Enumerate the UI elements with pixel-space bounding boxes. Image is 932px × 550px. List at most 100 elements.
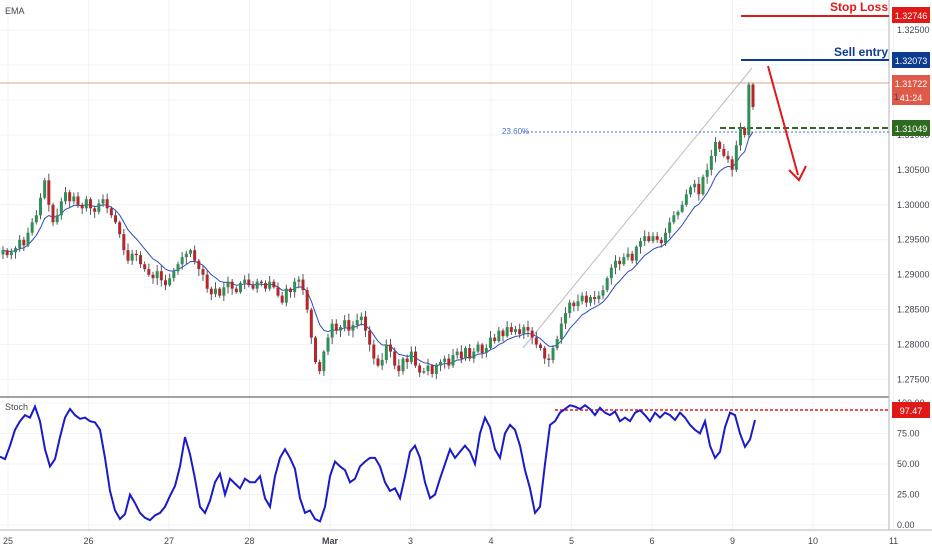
candle — [618, 256, 622, 271]
candle — [543, 345, 547, 365]
candle — [305, 287, 309, 314]
candle-body — [555, 338, 559, 349]
candle — [264, 280, 267, 292]
candle — [689, 185, 692, 198]
candle — [184, 250, 188, 264]
candle-body — [201, 269, 205, 275]
candle-body — [293, 281, 297, 293]
candle — [409, 346, 413, 365]
candle-body — [422, 371, 426, 373]
candle-body — [409, 351, 413, 363]
fib-level-label: 23.60% — [502, 127, 529, 136]
candle — [97, 199, 101, 215]
candle-body — [205, 274, 209, 289]
candle-body — [501, 330, 505, 337]
candle — [193, 245, 197, 265]
candle — [476, 341, 480, 354]
candle-body — [284, 288, 288, 303]
candle — [272, 279, 276, 289]
candle — [326, 333, 330, 356]
candle — [443, 355, 447, 369]
candle — [347, 313, 351, 336]
candle-body — [426, 365, 430, 372]
candle — [276, 282, 280, 298]
candle-body — [280, 295, 284, 303]
candle-body — [30, 222, 34, 233]
candle-body — [751, 84, 755, 107]
candle-body — [609, 267, 613, 279]
candle — [201, 265, 205, 281]
candle — [343, 315, 347, 332]
candle-body — [309, 309, 313, 338]
candle — [530, 327, 534, 345]
candle — [259, 279, 263, 287]
time-axis[interactable]: 25 26 27 28 Mar 3 4 5 6 9 10 11 — [3, 536, 898, 546]
candle-body — [168, 278, 172, 286]
candle — [459, 345, 463, 364]
candle-body — [180, 257, 184, 265]
candle-body — [680, 204, 684, 212]
candle-body — [297, 279, 301, 282]
candle — [84, 195, 88, 212]
candle-body — [497, 330, 501, 342]
candle — [239, 281, 242, 294]
candle — [64, 187, 67, 205]
candle — [151, 271, 155, 284]
countdown-timer: 41:24 — [900, 93, 923, 103]
candle — [255, 278, 259, 293]
candle — [630, 250, 634, 264]
candle — [89, 197, 92, 215]
candle-body — [547, 358, 551, 360]
candle — [597, 291, 601, 304]
time-tick-label: Mar — [322, 536, 339, 546]
candle-body — [655, 236, 659, 240]
candle-body — [614, 260, 617, 268]
candle-body — [355, 320, 359, 326]
candle — [568, 299, 572, 318]
candle-body — [622, 257, 626, 265]
candle — [564, 307, 567, 329]
candle — [293, 277, 297, 298]
candle-body — [351, 325, 355, 331]
candle — [414, 346, 417, 368]
price-tick-label: 1.27500 — [897, 375, 930, 385]
candle — [59, 197, 63, 220]
time-tick-label: 25 — [3, 536, 13, 546]
candle — [189, 248, 192, 258]
candle-body — [539, 344, 542, 349]
target-tag-value: 1.31049 — [895, 124, 928, 134]
candle — [330, 319, 334, 345]
candle — [297, 276, 301, 289]
candle — [651, 232, 655, 244]
candle-body — [476, 344, 480, 352]
price-tick-label: 1.30000 — [897, 200, 930, 210]
candle — [580, 292, 584, 305]
candle — [505, 320, 509, 338]
candle-body — [580, 295, 584, 302]
candle-body — [601, 290, 605, 296]
candle — [518, 323, 522, 339]
candle — [9, 248, 13, 260]
candle — [197, 258, 201, 277]
candle-body — [268, 281, 272, 289]
candle — [405, 354, 409, 369]
candle — [126, 243, 130, 264]
candle — [584, 291, 588, 308]
candle — [664, 228, 667, 246]
candle-body — [451, 355, 455, 366]
candle-body — [134, 253, 138, 256]
candle — [376, 354, 380, 368]
sell-arrow-line — [767, 65, 799, 176]
candle-body — [668, 222, 672, 233]
candle-body — [530, 330, 534, 338]
candle — [176, 261, 180, 275]
candle — [572, 300, 576, 312]
candle — [751, 82, 755, 110]
candle-body — [455, 351, 459, 356]
candle — [680, 200, 684, 214]
candle — [455, 348, 459, 359]
candle — [205, 270, 209, 293]
candle-body — [55, 215, 59, 223]
candle — [230, 278, 234, 295]
